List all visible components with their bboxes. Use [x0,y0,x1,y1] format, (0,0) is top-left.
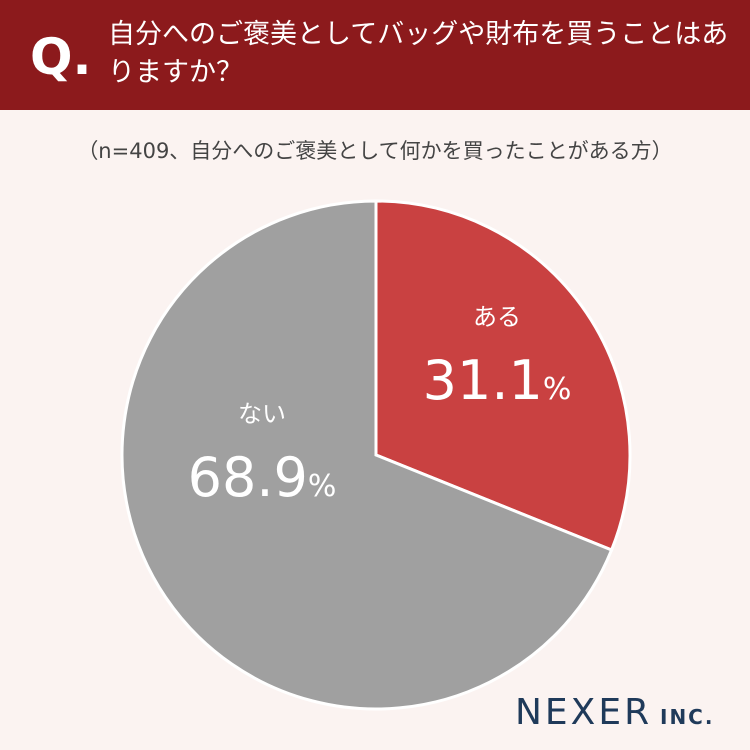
value-label: 31.1% [423,349,572,412]
subtitle: （n=409、自分へのご褒美として何かを買ったことがある方） [77,139,672,163]
pie-slice [374,199,632,552]
question-box: 自分へのご褒美としてバッグや財布を買うことはありますか？ [108,19,729,88]
value-label: 68.9% [188,446,337,509]
category-label: ある [473,303,521,331]
brand: NEXER [515,692,652,733]
header-band [0,0,750,110]
brand-suffix: INC. [660,705,714,729]
question-mark: Q. [30,28,92,86]
category-label: ない [238,400,286,428]
question: 自分へのご褒美としてバッグや財布を買うことはありますか？ [108,19,729,88]
pie: ある 31.1% ない 68.9% [120,199,632,711]
pie-slice [120,199,614,711]
